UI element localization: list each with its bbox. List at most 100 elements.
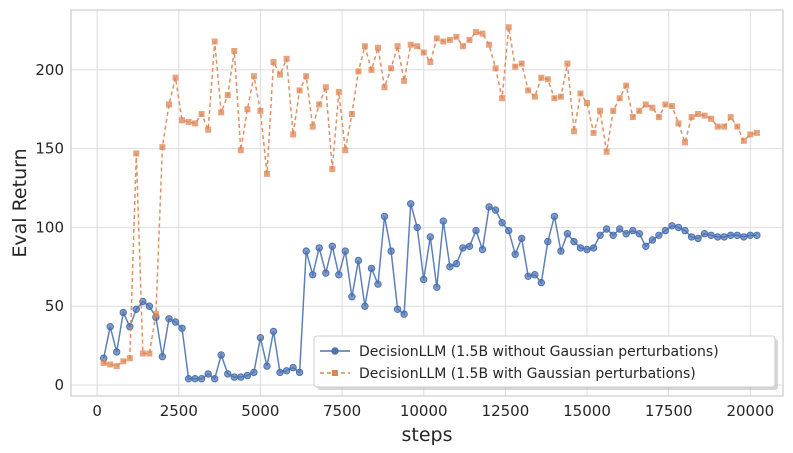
data-point [610,107,617,114]
data-point [551,95,558,102]
data-point [107,361,114,368]
data-point [361,302,369,310]
data-point [224,370,232,378]
data-point [159,144,166,151]
data-point [603,148,610,155]
data-point [524,272,532,280]
data-point [106,323,114,331]
y-tick-label: 200 [35,61,64,79]
x-axis-label: steps [402,424,453,446]
data-point [681,226,689,235]
y-tick-labels: 0 50 100 150 200 [35,61,64,394]
data-point [400,310,408,318]
data-point [119,308,128,317]
data-point [446,263,454,271]
data-point [727,114,734,121]
data-point [295,368,304,377]
data-point [511,250,519,258]
data-point [152,311,159,318]
data-point [237,373,245,381]
data-point [707,231,715,240]
data-point [499,95,506,102]
y-tick-label: 150 [35,140,64,158]
data-point [184,375,193,383]
data-point [485,203,493,211]
data-point [708,115,715,122]
data-point [322,84,329,91]
data-point [217,351,225,359]
data-point [518,234,526,243]
data-point [250,73,257,80]
data-point [133,150,140,157]
data-point [753,129,760,136]
data-point [622,230,630,238]
data-point [577,90,584,97]
data-point [368,66,375,73]
y-axis-label: Eval Return [9,148,31,257]
data-point [583,245,591,254]
plot-frame [70,9,784,397]
data-point [701,112,708,119]
data-point [720,233,728,241]
data-point [563,230,572,238]
data-point [597,107,604,114]
data-point [302,247,310,255]
data-point [518,60,525,67]
series-without-perturbations [100,200,761,383]
data-point [531,271,539,279]
data-point [538,74,545,81]
data-point [512,63,519,70]
data-point [648,236,657,244]
data-point [361,43,368,50]
data-point [296,87,303,94]
x-tick-label: 2500 [160,402,198,420]
y-tick-label: 50 [45,297,64,315]
data-point [211,38,218,45]
data-point [674,223,683,232]
data-point [375,44,381,51]
data-point [662,101,669,108]
data-point [218,109,225,116]
data-point [158,352,167,361]
data-point [316,101,323,108]
data-point [570,237,578,246]
data-point [139,350,146,357]
legend-label-without-perturbations: DecisionLLM (1.5B without Gaussian pertu… [359,344,719,360]
data-point [433,35,440,42]
data-point [531,93,538,100]
data-point [695,111,702,117]
data-point [550,212,559,221]
data-point [733,231,741,240]
data-point [427,59,434,65]
data-point [263,362,271,370]
data-point [491,206,500,214]
data-point [414,43,421,50]
data-point [589,244,598,252]
data-point [420,49,427,56]
data-point [616,95,623,102]
data-point [537,278,545,287]
data-point [687,233,696,241]
data-point [270,59,277,65]
data-point [198,111,205,117]
data-point [178,324,186,332]
data-point [426,233,434,241]
data-point [204,370,212,378]
data-point [354,256,363,265]
data-point [231,48,238,54]
data-point [747,131,754,138]
data-point [505,24,512,31]
data-point [380,212,389,221]
data-point [459,244,467,252]
series-with-perturbations [100,24,760,370]
data-point [446,36,453,43]
data-point [629,226,637,235]
data-point [342,147,349,154]
data-point [328,242,336,251]
data-point [478,245,487,254]
data-point [433,283,441,291]
data-point [668,222,676,230]
data-point [335,271,343,279]
data-point [166,101,172,108]
